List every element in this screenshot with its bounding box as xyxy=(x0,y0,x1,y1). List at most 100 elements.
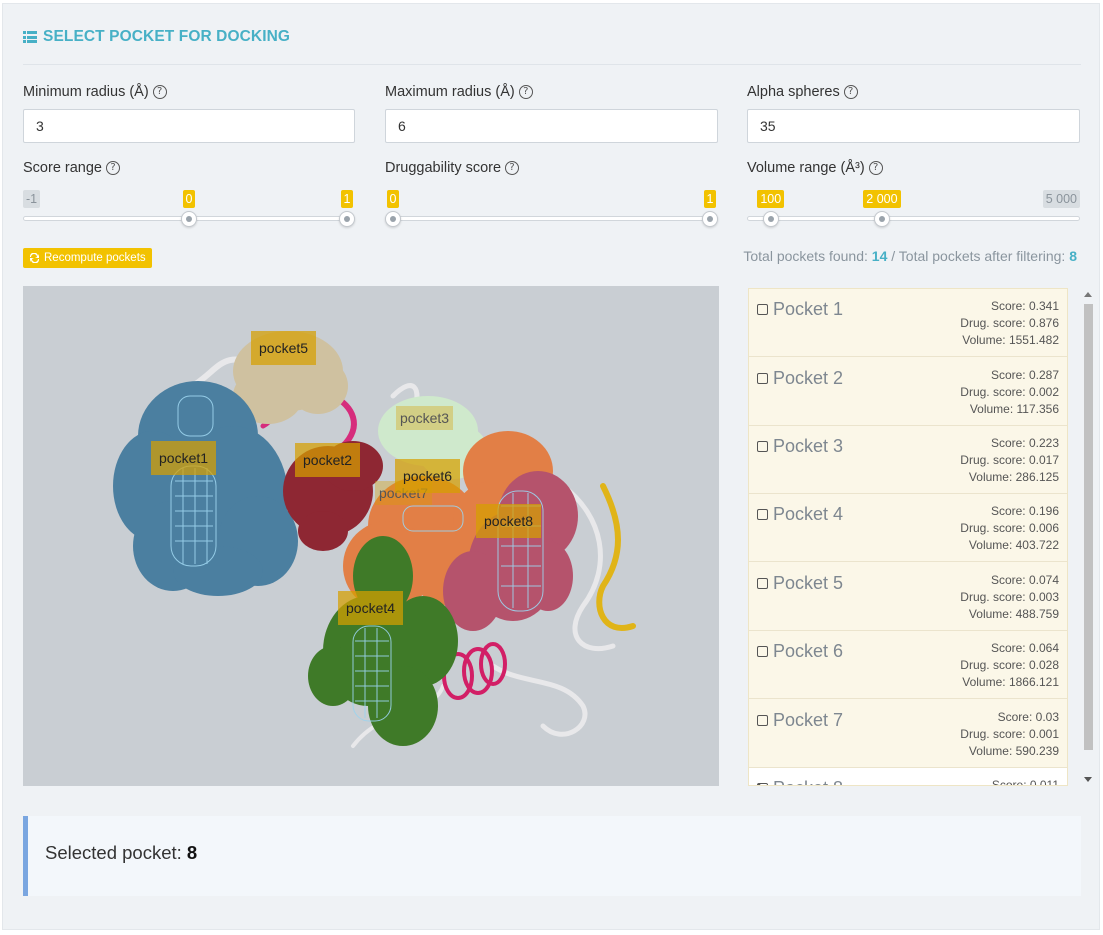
pocket-list-scrollbar[interactable] xyxy=(1082,288,1095,786)
slider-high-value: 1 xyxy=(340,190,354,208)
pocket-item[interactable]: Pocket 6 Score: 0.064 Drug. score: 0.028… xyxy=(749,631,1067,699)
protein-structure-render xyxy=(113,331,636,748)
molecule-viewer[interactable]: pocket5 pocket1 pocket2 pocket3 pocket7 … xyxy=(23,286,719,786)
max-radius-input[interactable]: 6 xyxy=(385,109,718,143)
selected-pocket-label: Selected pocket: xyxy=(45,842,182,863)
pocket-volume: Volume: 286.125 xyxy=(968,470,1059,484)
viewer-label-pocket6: pocket6 xyxy=(395,459,461,493)
slider-high-handle[interactable] xyxy=(339,211,355,227)
viewer-label-pocket4: pocket4 xyxy=(338,591,404,625)
scroll-thumb[interactable] xyxy=(1084,304,1093,750)
alpha-spheres-label-text: Alpha spheres xyxy=(747,84,840,100)
checkbox[interactable] xyxy=(757,578,768,589)
druggability-slider[interactable]: 0 1 xyxy=(385,190,718,231)
totals-separator: / xyxy=(891,248,896,264)
pocket-name-text: Pocket 4 xyxy=(773,504,844,524)
checkbox[interactable] xyxy=(757,509,768,520)
slider-low-value: 100 xyxy=(757,190,785,208)
pocket-score: Score: 0.287 xyxy=(990,368,1059,382)
pocket-name: Pocket 7 xyxy=(757,710,843,731)
help-icon[interactable]: ? xyxy=(843,85,858,99)
pocket-volume: Volume: 117.356 xyxy=(969,402,1059,416)
pocket-name: Pocket 1 xyxy=(757,299,843,320)
pocket-score: Score: 0.064 xyxy=(990,641,1059,655)
pocket-name-text: Pocket 2 xyxy=(773,368,844,388)
pocket-item[interactable]: Pocket 7 Score: 0.03 Drug. score: 0.001 … xyxy=(749,700,1067,768)
recompute-label: Recompute pockets xyxy=(44,252,146,264)
pocket-drug-score: Drug. score: 0.017 xyxy=(960,453,1059,467)
scroll-up-icon[interactable] xyxy=(1084,292,1092,297)
pocket-name-text: Pocket 5 xyxy=(773,573,844,593)
selected-pocket-text: Selected pocket: 8 xyxy=(45,842,197,864)
pocket-name: Pocket 4 xyxy=(757,504,843,525)
slider-max-label: 5 000 xyxy=(1042,190,1080,208)
pocket-name: Pocket 6 xyxy=(757,641,843,662)
viewer-label-pocket3: pocket3 xyxy=(396,406,454,430)
alpha-spheres-input[interactable]: 35 xyxy=(747,109,1080,143)
volume-range-slider[interactable]: 5 000 100 2 000 xyxy=(747,190,1080,231)
pocket-stats: Score: 0.341 Drug. score: 0.876 Volume: … xyxy=(960,298,1059,349)
checkbox[interactable] xyxy=(757,304,768,315)
pocket-score: Score: 0.223 xyxy=(990,436,1059,450)
viewer-label-pocket5: pocket5 xyxy=(251,331,317,365)
viewer-label-pocket8: pocket8 xyxy=(476,504,542,538)
volume-range-label-text: Volume range (Å³) xyxy=(747,160,865,176)
pocket-name-text: Pocket 3 xyxy=(773,436,844,456)
scroll-down-icon[interactable] xyxy=(1084,777,1092,782)
druggability-label-text: Druggability score xyxy=(385,160,502,176)
pocket-drug-score: Drug. score: 0.001 xyxy=(960,727,1059,741)
selected-pocket-box: Selected pocket: 8 xyxy=(23,816,1081,896)
pocket-name: Pocket 3 xyxy=(757,436,843,457)
min-radius-label: Minimum radius (Å) ? xyxy=(23,84,167,100)
checkbox[interactable] xyxy=(757,373,768,384)
pocket-item[interactable]: Pocket 2 Score: 0.287 Drug. score: 0.002… xyxy=(749,358,1067,426)
checkbox[interactable] xyxy=(757,646,768,657)
help-icon[interactable]: ? xyxy=(106,161,120,175)
pocket-stats: Score: 0.223 Drug. score: 0.017 Volume: … xyxy=(960,435,1059,486)
pocket-item[interactable]: Pocket 1 Score: 0.341 Drug. score: 0.876… xyxy=(749,289,1067,357)
pocket-score: Score: 0.074 xyxy=(990,573,1059,587)
pocket-name-text: Pocket 8 xyxy=(773,778,843,785)
slider-low-value: 0 xyxy=(386,190,400,208)
slider-low-value: 0 xyxy=(182,190,196,208)
slider-low-handle[interactable] xyxy=(385,211,401,227)
score-range-slider[interactable]: -1 0 1 xyxy=(23,190,355,231)
pocket-item[interactable]: Pocket 4 Score: 0.196 Drug. score: 0.006… xyxy=(749,494,1067,562)
checkbox[interactable] xyxy=(757,715,768,726)
help-icon[interactable]: ? xyxy=(518,85,533,99)
panel-title: SELECT POCKET FOR DOCKING xyxy=(23,28,290,46)
pocket-volume: Volume: 590.239 xyxy=(968,744,1059,758)
pocket-score: Score: 0.011 xyxy=(991,778,1059,786)
checkbox[interactable] xyxy=(757,441,768,452)
pocket-item-selected[interactable]: Pocket 8 Score: 0.011 xyxy=(749,768,1067,786)
pocket-drug-score: Drug. score: 0.876 xyxy=(960,316,1059,330)
pocket-item[interactable]: Pocket 5 Score: 0.074 Drug. score: 0.003… xyxy=(749,563,1067,631)
pocket-name: Pocket 2 xyxy=(757,368,843,389)
slider-high-handle[interactable] xyxy=(702,211,718,227)
min-radius-input[interactable]: 3 xyxy=(23,109,355,143)
pocket-drug-score: Drug. score: 0.003 xyxy=(960,590,1059,604)
alpha-spheres-label: Alpha spheres ? xyxy=(747,84,858,100)
pocket-item[interactable]: Pocket 3 Score: 0.223 Drug. score: 0.017… xyxy=(749,426,1067,494)
help-icon[interactable]: ? xyxy=(868,161,883,175)
pocket-volume: Volume: 403.722 xyxy=(968,538,1059,552)
pocket-stats: Score: 0.287 Drug. score: 0.002 Volume: … xyxy=(960,367,1059,418)
viewer-label-pocket1: pocket1 xyxy=(151,441,217,475)
pocket-list[interactable]: Pocket 1 Score: 0.341 Drug. score: 0.876… xyxy=(748,288,1068,786)
panel-title-text: SELECT POCKET FOR DOCKING xyxy=(43,28,291,45)
slider-high-handle[interactable] xyxy=(873,211,890,227)
pocket-drug-score: Drug. score: 0.006 xyxy=(960,521,1059,535)
slider-track[interactable] xyxy=(385,216,718,221)
viewer-label-pocket2: pocket2 xyxy=(295,443,361,477)
checkbox-checked[interactable] xyxy=(757,783,768,785)
slider-track[interactable] xyxy=(747,216,1080,221)
pocket-stats: Score: 0.074 Drug. score: 0.003 Volume: … xyxy=(960,572,1059,623)
slider-low-handle[interactable] xyxy=(181,211,197,227)
help-icon[interactable]: ? xyxy=(152,85,167,99)
volume-range-label: Volume range (Å³) ? xyxy=(747,160,883,176)
selected-pocket-value: 8 xyxy=(186,842,198,863)
help-icon[interactable]: ? xyxy=(505,161,520,175)
pocket-score: Score: 0.196 xyxy=(990,504,1059,518)
slider-low-handle[interactable] xyxy=(762,211,779,227)
recompute-pockets-button[interactable]: Recompute pockets xyxy=(23,248,152,268)
